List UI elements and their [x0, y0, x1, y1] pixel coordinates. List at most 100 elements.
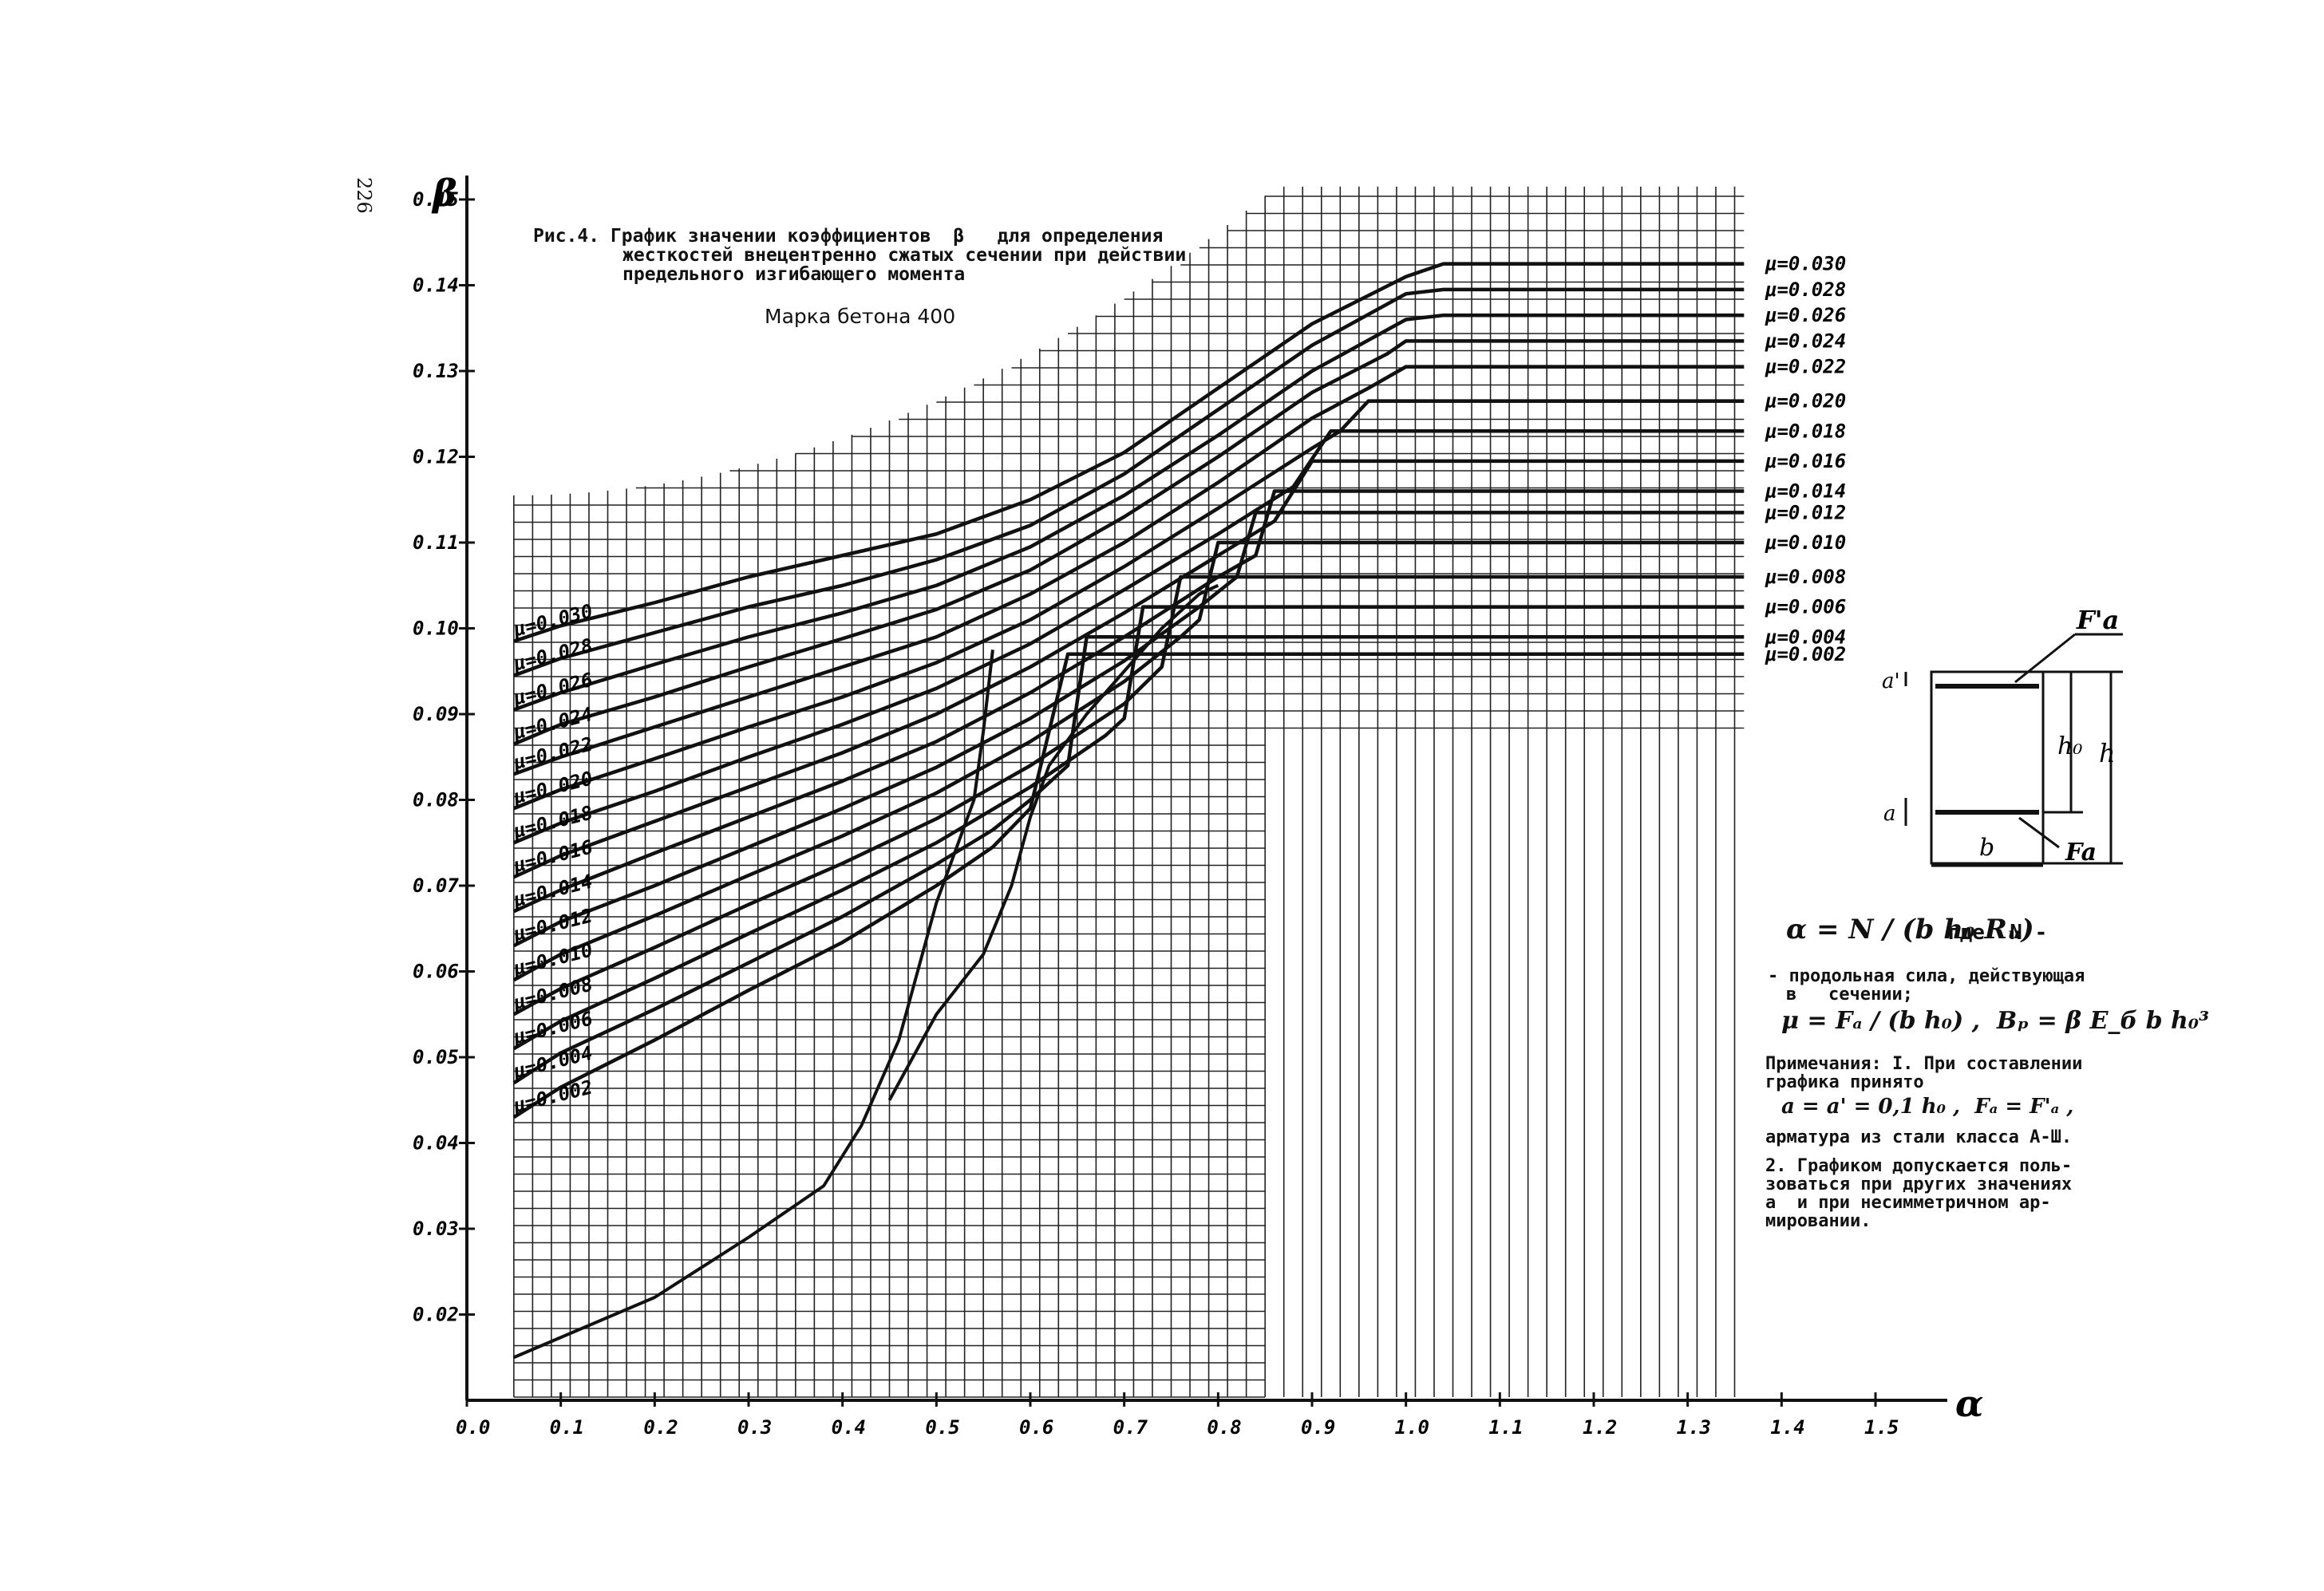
section-label-b: b: [1979, 834, 1994, 862]
x-axis-label: α: [1955, 1382, 1983, 1425]
section-label-a-bottom: a: [1883, 802, 1896, 826]
x-tick-label: 1.0: [1395, 1416, 1429, 1439]
series-line: [512, 429, 1745, 845]
section-label-h0: h₀: [2057, 732, 2082, 760]
left-series-labels: μ=0.030μ=0.028μ=0.026μ=0.024μ=0.022μ=0.0…: [511, 600, 595, 1118]
page-number: 226: [353, 177, 375, 214]
mu-formula: μ = Fₐ / (b h₀) , Bₚ = β E_б b h₀³: [1781, 1007, 2210, 1035]
y-tick-label: 0.09: [413, 703, 459, 725]
right-series-label: μ=0.010: [1765, 531, 1846, 554]
x-tick-label: 1.1: [1488, 1416, 1523, 1439]
left-series-label: μ=0.026: [511, 669, 595, 710]
left-series-label: μ=0.030: [511, 600, 595, 642]
x-tick-label: 0.4: [832, 1416, 866, 1439]
left-series-label: μ=0.020: [511, 767, 595, 808]
right-series-label: μ=0.004: [1765, 626, 1846, 648]
remarks-formula: a = a' = 0,1 h₀ , Fₐ = F'ₐ ,: [1781, 1095, 2074, 1119]
x-tick-label: 0.5: [925, 1416, 959, 1439]
series-line: [512, 635, 1745, 1085]
x-tick-label: 0.7: [1113, 1416, 1148, 1439]
left-series-label: μ=0.002: [511, 1076, 595, 1117]
series-line: [512, 339, 1745, 746]
chart-grid: [513, 186, 1745, 1398]
series-line: [513, 262, 1745, 643]
y-tick-label: 0.10: [413, 618, 459, 640]
x-tick-label: 0.8: [1207, 1416, 1241, 1439]
y-tick-label: 0.03: [413, 1218, 459, 1240]
right-series-label: μ=0.014: [1765, 480, 1846, 503]
right-series-label: μ=0.008: [1765, 566, 1846, 588]
remarks-line6: a и при несимметричном ар-: [1765, 1193, 2051, 1213]
series-line: [513, 287, 1745, 677]
left-series-label: μ=0.018: [511, 801, 595, 843]
alpha-formula: α = N / (b h₀ Rᵤ): [1786, 914, 2034, 946]
remarks-line1: Примечания: I. При составлении: [1765, 1054, 2083, 1074]
y-tick-label: 0.06: [413, 961, 459, 983]
y-tick-label: 0.02: [413, 1304, 459, 1326]
section-diagram: [1904, 633, 2123, 867]
x-tick-label: 0.9: [1301, 1416, 1335, 1439]
left-series-label: μ=0.008: [511, 973, 595, 1014]
left-series-label: μ=0.014: [511, 870, 595, 911]
y-tick-label: 0.13: [413, 360, 459, 382]
y-tick-label: 0.05: [413, 1046, 459, 1068]
series-line: [512, 489, 1745, 914]
x-tick-label: 0.0: [456, 1416, 490, 1439]
right-series-label: μ=0.026: [1765, 304, 1846, 326]
x-tick-label: 0.3: [737, 1416, 772, 1439]
series-line: [512, 605, 1745, 1051]
right-series-label: μ=0.024: [1765, 330, 1846, 352]
y-tick-label: 0.11: [413, 531, 459, 554]
figure-caption-line1: Рис.4. График значении коэффициентов β д…: [533, 226, 1164, 247]
figure-caption-line2: жесткостей внецентренно сжатых сечении п…: [622, 245, 1187, 266]
right-series-label: μ=0.022: [1765, 356, 1846, 378]
remarks-line7: мировании.: [1765, 1211, 1871, 1231]
series-line: [513, 365, 1745, 776]
y-tick-label: 0.14: [413, 274, 459, 297]
x-tick-label: 1.4: [1770, 1416, 1804, 1439]
series-line: [513, 313, 1745, 712]
right-series-label: μ=0.006: [1765, 596, 1846, 618]
limit-curve: [887, 583, 1219, 1101]
right-series-label: μ=0.016: [1765, 450, 1846, 472]
chart-axes: [465, 176, 1947, 1402]
section-label-fa-bottom: Fa: [2065, 839, 2097, 867]
x-axis-ticks: 0.0 0.1 0.2 0.3 0.4 0.5 0.6 0.7 0.8 0.9 1.0 1.1 1.2 1…: [456, 1392, 1899, 1439]
remarks-line3: арматура из стали класса А-Ш.: [1765, 1127, 2073, 1147]
right-series-label: μ=0.030: [1765, 253, 1846, 275]
chart-limit-curves: [513, 583, 1219, 1360]
y-tick-label: 0.15: [413, 188, 459, 211]
remarks-line2: графика принято: [1765, 1072, 1924, 1092]
right-series-label: μ=0.018: [1765, 420, 1846, 442]
series-line: [512, 459, 1745, 879]
right-series-label: μ=0.020: [1765, 390, 1846, 413]
y-tick-label: 0.07: [413, 874, 459, 897]
limit-curve: [513, 649, 994, 1360]
section-rectangle: [1930, 670, 2045, 865]
right-series-label: μ=0.012: [1765, 501, 1846, 523]
right-series-label: μ=0.028: [1765, 278, 1846, 301]
remarks-line5: зоваться при других значениях: [1765, 1174, 2073, 1194]
section-label-a-top: a': [1882, 669, 1900, 693]
where-line1: - продольная сила, действующая: [1768, 966, 2085, 986]
left-series-label: μ=0.016: [511, 835, 595, 877]
x-tick-label: 0.2: [643, 1416, 678, 1439]
x-tick-label: 1.5: [1864, 1416, 1899, 1439]
y-axis-ticks: 0.02 0.03 0.04 0.05 0.06 0.07 0.08 0.09 0.10 0.11…: [413, 188, 475, 1326]
remarks-line4: 2. Графиком допускается поль-: [1765, 1156, 2073, 1176]
left-series-label: μ=0.010: [511, 938, 595, 980]
series-line: [512, 652, 1745, 1119]
y-axis-label: β: [431, 172, 457, 215]
y-tick-label: 0.04: [413, 1132, 459, 1155]
left-series-label: μ=0.012: [511, 904, 595, 946]
chart-series: [512, 262, 1745, 1119]
section-label-h: h: [2099, 738, 2116, 768]
y-tick-label: 0.12: [413, 446, 459, 468]
concrete-grade: Марка бетона 400: [765, 305, 956, 328]
where-line2: в сечении;: [1786, 985, 1913, 1005]
fa-top-leader: [2014, 633, 2076, 684]
left-series-label: μ=0.028: [511, 634, 595, 676]
right-series-labels: μ=0.030 μ=0.028 μ=0.026 μ=0.024 μ=0.022 μ=0.0…: [1765, 253, 1846, 665]
where-label: где N -: [1947, 921, 2048, 945]
